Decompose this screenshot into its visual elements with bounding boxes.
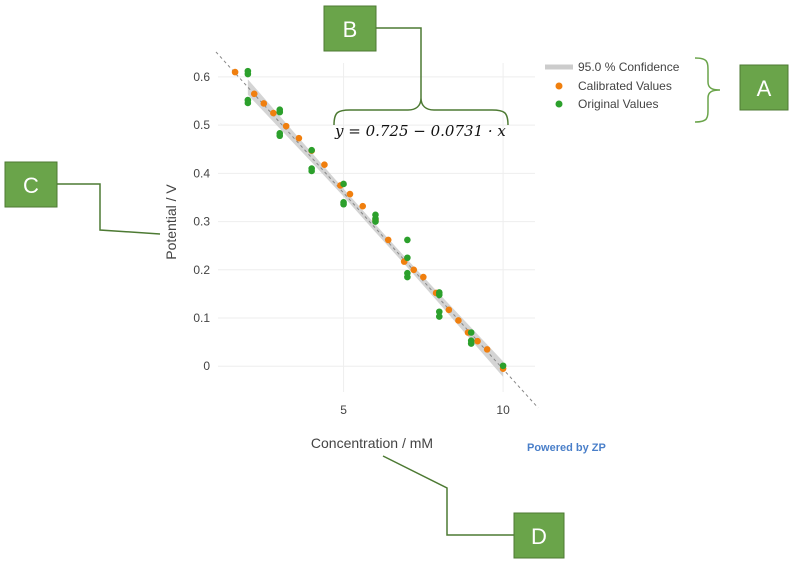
x-tick-label: 5 — [340, 403, 347, 417]
calibrated-point[interactable] — [483, 346, 491, 353]
legend[interactable]: 95.0 % Confidence Calibrated Values Orig… — [545, 60, 680, 111]
brace-b — [333, 97, 509, 126]
callout-c-letter: C — [23, 173, 39, 198]
legend-item-original[interactable]: Original Values — [555, 97, 659, 111]
callout-d: D — [513, 512, 565, 559]
legend-item-calibrated[interactable]: Calibrated Values — [555, 79, 672, 93]
legend-label-calibrated: Calibrated Values — [578, 79, 672, 93]
y-tick-label: 0.3 — [193, 215, 210, 229]
legend-item-confidence[interactable]: 95.0 % Confidence — [545, 60, 680, 74]
grid-lines — [218, 63, 535, 392]
y-tick-label: 0.4 — [193, 166, 210, 180]
calibrated-point[interactable] — [474, 337, 481, 345]
original-point[interactable] — [467, 329, 475, 336]
original-point[interactable] — [340, 200, 347, 208]
calibrated-point[interactable] — [295, 134, 303, 142]
calibrated-point[interactable] — [260, 100, 268, 107]
original-point[interactable] — [435, 313, 443, 320]
callout-a: A — [739, 64, 789, 111]
original-point[interactable] — [372, 218, 379, 225]
callout-c: C — [4, 161, 58, 208]
calibrated-point[interactable] — [384, 236, 392, 244]
callout-a-letter: A — [757, 76, 772, 101]
calibrated-point[interactable] — [270, 109, 277, 117]
legend-label-original: Original Values — [578, 97, 658, 111]
fit-line — [215, 51, 539, 409]
y-tick-label: 0.6 — [193, 70, 210, 84]
callout-line-c — [57, 183, 161, 235]
calibrated-point[interactable] — [359, 202, 367, 210]
callout-d-letter: D — [531, 524, 547, 549]
original-point[interactable] — [499, 362, 507, 370]
calibrated-point[interactable] — [250, 90, 258, 98]
data-points — [231, 67, 507, 372]
original-point[interactable] — [276, 132, 284, 140]
original-point[interactable] — [404, 254, 411, 262]
y-tick-label: 0.5 — [193, 118, 210, 132]
original-point[interactable] — [435, 308, 443, 316]
original-point[interactable] — [276, 108, 284, 116]
callout-line-d — [382, 455, 514, 536]
callout-line-b — [376, 27, 422, 98]
callout-b-letter: B — [343, 17, 358, 42]
legend-label-confidence: 95.0 % Confidence — [578, 60, 680, 74]
calibrated-point[interactable] — [445, 306, 453, 314]
brace-a — [694, 57, 721, 123]
calibrated-point[interactable] — [282, 122, 290, 130]
original-point[interactable] — [308, 167, 315, 175]
calibrated-point[interactable] — [321, 161, 328, 168]
callout-b: B — [323, 5, 377, 52]
callout-c-box — [4, 161, 58, 208]
callout-b-box — [323, 5, 377, 52]
calibrated-point[interactable] — [420, 273, 427, 281]
original-point[interactable] — [467, 340, 475, 347]
annotation-overlay: A B C D — [4, 5, 789, 559]
plot-area: 0 0.1 0.2 0.3 0.4 0.5 0.6 5 10 — [193, 51, 539, 417]
tick-labels: 0 0.1 0.2 0.3 0.4 0.5 0.6 5 10 — [193, 70, 510, 417]
original-point[interactable] — [404, 273, 411, 281]
calibrated-point[interactable] — [410, 266, 418, 274]
y-tick-label: 0 — [203, 359, 210, 373]
calibrated-point[interactable] — [455, 317, 462, 324]
calibrated-point[interactable] — [231, 68, 239, 76]
legend-swatch-original — [555, 100, 563, 108]
original-point[interactable] — [435, 291, 443, 299]
callout-d-box — [513, 512, 565, 559]
original-point[interactable] — [244, 70, 252, 78]
fit-equation: y = 0.725 − 0.0731 · x — [334, 122, 506, 140]
original-point[interactable] — [404, 236, 411, 244]
powered-by-link[interactable]: Powered by ZP — [527, 442, 606, 454]
calibrated-point[interactable] — [346, 190, 354, 198]
x-axis-title: Concentration / mM — [311, 435, 433, 451]
y-tick-label: 0.2 — [193, 263, 210, 277]
original-point[interactable] — [340, 180, 347, 188]
original-point[interactable] — [308, 146, 315, 154]
y-tick-label: 0.1 — [193, 311, 210, 325]
powered-by-text: Powered by ZP — [527, 442, 606, 454]
callout-a-box — [739, 64, 789, 111]
x-tick-label: 10 — [496, 403, 510, 417]
original-point[interactable] — [244, 99, 252, 107]
y-axis-title: Potential / V — [163, 184, 179, 260]
legend-swatch-calibrated — [555, 82, 563, 90]
